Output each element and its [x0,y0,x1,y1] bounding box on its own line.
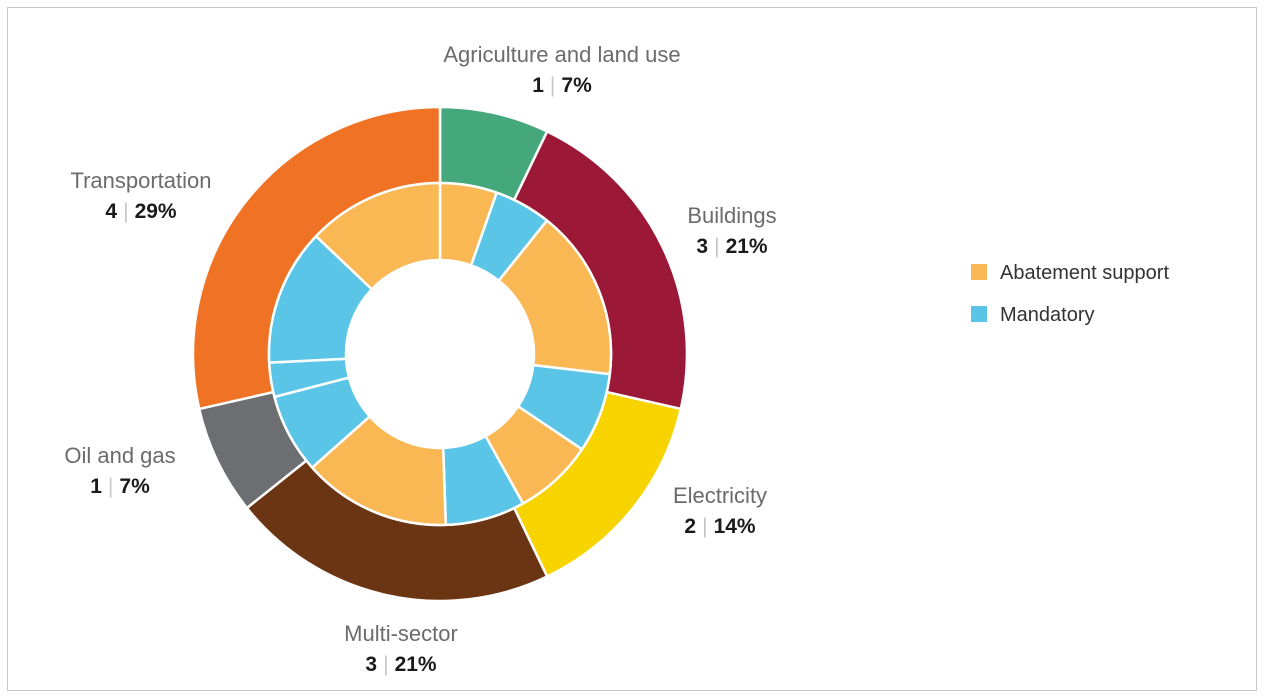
sector-label-multi-sector: Multi-sector 3 | 21% [344,621,458,676]
sector-label-transportation: Transportation 4 | 29% [70,168,211,223]
sector-name: Oil and gas [64,443,175,468]
sector-value: 4 | 29% [105,200,177,223]
sector-value: 3 | 21% [696,235,768,258]
sector-value: 3 | 21% [365,653,437,676]
sector-name: Multi-sector [344,621,458,646]
sector-name: Transportation [70,168,211,193]
inner-ring [267,181,613,527]
sector-value: 1 | 7% [532,74,592,97]
sector-label-oil-and-gas: Oil and gas 1 | 7% [64,443,175,498]
legend-item-mandatory: Mandatory [971,304,1095,326]
sector-name: Agriculture and land use [443,42,680,67]
sector-name: Buildings [687,203,776,228]
sector-value: 2 | 14% [684,515,756,538]
legend-label: Abatement support [1000,262,1169,284]
sector-name: Electricity [673,483,767,508]
legend-item-abatement-support: Abatement support [971,262,1169,284]
inner-slice-transportation-abatement-support-10 [314,181,442,291]
outer-ring [191,105,689,603]
sector-label-buildings: Buildings 3 | 21% [687,203,776,258]
legend-swatch [971,306,987,322]
legend: Abatement support Mandatory [971,262,1169,326]
sector-value: 1 | 7% [90,475,150,498]
sector-label-electricity: Electricity 2 | 14% [673,483,767,538]
legend-swatch [971,264,987,280]
legend-label: Mandatory [1000,304,1095,326]
sector-label-agriculture-and-land-use: Agriculture and land use 1 | 7% [443,42,680,97]
sector-labels: Agriculture and land use 1 | 7% Buildings 3 | 2… [64,42,776,676]
